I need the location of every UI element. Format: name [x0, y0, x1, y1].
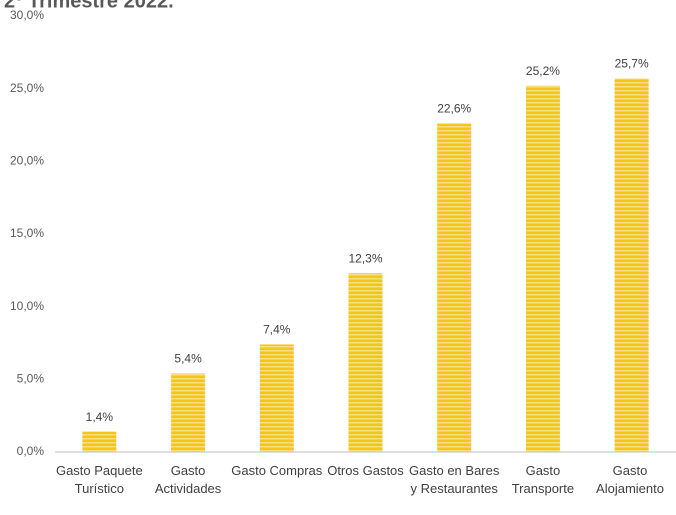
- bar: [171, 373, 206, 452]
- data-label: 7,4%: [263, 323, 291, 337]
- x-tick-label: Gasto en Bares y Restaurantes: [409, 463, 500, 496]
- data-label: 25,7%: [615, 57, 649, 71]
- y-tick-label: 0,0%: [17, 444, 45, 458]
- bar: [348, 273, 383, 452]
- y-tick-label: 15,0%: [10, 226, 44, 240]
- bar: [614, 78, 649, 452]
- data-label: 12,3%: [348, 251, 382, 265]
- x-tick-label: Gasto Alojamiento: [596, 463, 664, 496]
- bar: [525, 85, 560, 452]
- y-tick-label: 20,0%: [10, 154, 44, 168]
- data-label: 22,6%: [437, 102, 471, 116]
- data-label: 5,4%: [174, 352, 202, 366]
- bar: [259, 344, 294, 452]
- data-label: 25,2%: [526, 64, 560, 78]
- y-tick-label: 5,0%: [17, 372, 45, 386]
- x-tick-label: Gasto Compras: [231, 463, 323, 478]
- bar: [437, 123, 472, 453]
- y-tick-label: 30,0%: [10, 8, 44, 22]
- x-tick-label: Gasto Transporte: [511, 463, 575, 496]
- chart-title: 2º Trimestre 2022.: [4, 0, 174, 12]
- x-tick-label: Gasto Actividades: [154, 463, 222, 496]
- y-tick-label: 25,0%: [10, 81, 44, 95]
- x-tick-label: Otros Gastos: [327, 463, 404, 478]
- bar: [82, 431, 117, 452]
- y-tick-label: 10,0%: [10, 299, 44, 313]
- data-label: 1,4%: [86, 410, 114, 424]
- x-tick-label: Gasto Paquete Turístico: [55, 463, 143, 496]
